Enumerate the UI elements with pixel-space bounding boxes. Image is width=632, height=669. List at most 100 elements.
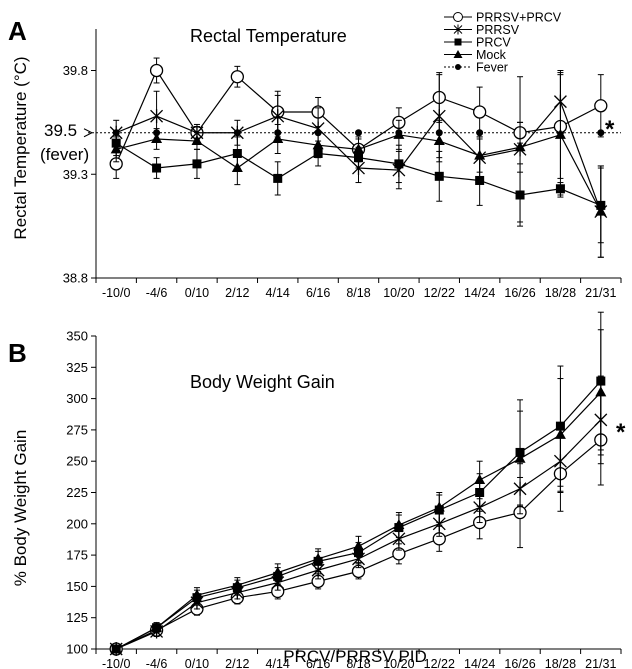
data-point (554, 428, 566, 439)
data-point (393, 519, 405, 530)
legend-marker (453, 12, 463, 22)
x-tick-label: 2/12 (225, 657, 249, 669)
data-point (191, 589, 203, 600)
panel-a-significance: * (605, 116, 615, 143)
data-point (473, 105, 487, 119)
y-tick-label: 250 (66, 454, 88, 469)
y-tick-label: 100 (66, 642, 88, 657)
figure-xlabel: PRCV/PRRSV PID (283, 647, 427, 666)
legend-label: PRCV (476, 36, 511, 50)
x-tick-label: -10/0 (102, 286, 131, 300)
panel-b-ylabel: % Body Weight Gain (11, 430, 30, 587)
data-point (514, 141, 526, 152)
data-point (151, 132, 163, 143)
data-point (474, 149, 486, 160)
legend-marker (453, 24, 463, 35)
data-point (554, 128, 566, 139)
data-point (312, 139, 324, 150)
panel-b-title: Body Weight Gain (190, 372, 335, 392)
legend-marker (453, 50, 463, 58)
y-tick-label: 275 (66, 422, 88, 437)
x-tick-label: 16/26 (504, 286, 535, 300)
data-point (192, 159, 202, 169)
y-tick-label: 225 (66, 485, 88, 500)
legend-label: PRRSV (476, 23, 520, 37)
x-tick-label: 14/24 (464, 286, 495, 300)
data-point (393, 128, 405, 139)
data-point (594, 99, 608, 113)
data-point (353, 143, 364, 154)
panel-b-plot: 350 325 300 275 250 225 200 175 150 125 100 -10/0 -4… (66, 311, 622, 669)
series-mock (110, 329, 607, 654)
data-point (273, 173, 283, 183)
data-point (231, 162, 243, 173)
data-point (515, 190, 525, 200)
x-tick-label: 6/16 (306, 657, 330, 669)
legend-marker (454, 38, 462, 46)
x-tick-label: 0/10 (185, 657, 209, 669)
fever-label-value: 39.5 (44, 121, 77, 140)
x-tick-label: 6/16 (306, 286, 330, 300)
legend-label: Mock (476, 48, 507, 62)
data-point (433, 501, 445, 512)
legend-marker (455, 64, 461, 70)
panel-b-significance: * (616, 419, 626, 446)
data-point (110, 643, 122, 653)
data-point (312, 552, 324, 563)
data-point (271, 109, 285, 124)
x-tick-label: -10/0 (102, 657, 131, 669)
x-tick-label: 12/22 (424, 286, 455, 300)
series-line (115, 391, 602, 650)
x-tick-label: 0/10 (185, 286, 209, 300)
x-tick-label: 8/18 (346, 286, 370, 300)
data-point (150, 109, 164, 124)
data-point (394, 159, 404, 169)
fever-label-text: (fever) (40, 145, 89, 164)
data-point (151, 621, 163, 632)
panel-b-letter: B (8, 338, 27, 368)
data-point (231, 579, 243, 590)
data-point (152, 163, 162, 173)
series-prrsv-prcv (109, 394, 608, 656)
y-tick-label: 350 (66, 329, 88, 344)
x-tick-label: -4/6 (146, 657, 168, 669)
y-tick-label: 150 (66, 579, 88, 594)
x-tick-label: -4/6 (146, 286, 168, 300)
y-tick-label: 125 (66, 610, 88, 625)
fever-arrow (83, 128, 94, 138)
series-prrsv (109, 375, 608, 656)
panel-a-plot: 39.8 39.3 38.8 -10/0 -4/6 0/10 2/12 4/14 6/16 8/1… (63, 29, 622, 300)
data-point (433, 135, 445, 146)
legend-label: PRRSV+PRCV (476, 11, 562, 25)
data-point (272, 132, 284, 143)
y-tick-label: 325 (66, 360, 88, 375)
data-point (595, 386, 607, 397)
panel-a-ylabel: Rectal Temperature (°C) (11, 56, 30, 239)
data-point (230, 70, 244, 84)
y-tick-label: 39.3 (63, 167, 88, 182)
x-tick-label: 16/26 (504, 657, 535, 669)
x-tick-label: 18/28 (545, 657, 576, 669)
data-point (353, 540, 364, 551)
data-point (514, 452, 526, 463)
x-tick-label: 18/28 (545, 286, 576, 300)
y-tick-label: 300 (66, 391, 88, 406)
data-point (149, 63, 164, 78)
x-tick-label: 21/31 (585, 286, 616, 300)
data-point (191, 135, 203, 146)
data-point (434, 171, 444, 181)
data-point (474, 473, 486, 484)
x-tick-label: 4/14 (266, 657, 290, 669)
y-tick-label: 200 (66, 516, 88, 531)
y-tick-label: 38.8 (63, 271, 88, 286)
x-tick-label: 12/22 (424, 657, 455, 669)
x-tick-label: 8/18 (346, 657, 370, 669)
x-tick-label: 21/31 (585, 657, 616, 669)
series-mock (110, 72, 607, 258)
data-point (110, 143, 122, 154)
y-tick-label: 39.8 (63, 63, 88, 78)
panel-a-letter: A (8, 16, 27, 46)
data-point (475, 175, 485, 185)
x-tick-label: 10/20 (383, 657, 414, 669)
